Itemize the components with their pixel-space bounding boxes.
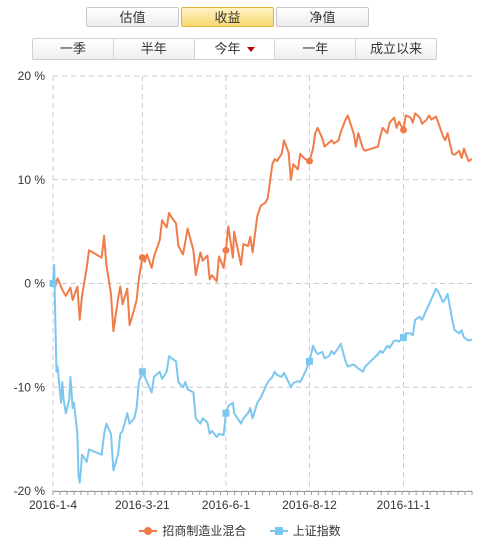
index-point-marker	[49, 280, 57, 287]
chart-legend: 招商制造业混合 上证指数	[0, 522, 480, 539]
y-tick-label: 0 %	[24, 277, 45, 291]
index-point-marker	[222, 409, 230, 417]
index-point-marker	[400, 333, 408, 341]
legend-label-fund: 招商制造业混合	[162, 524, 247, 538]
chart-series	[49, 112, 473, 484]
period-one-quarter[interactable]: 一季	[33, 39, 114, 59]
chart-grid	[52, 75, 473, 495]
tab-returns[interactable]: 收益	[181, 7, 274, 27]
fund-point-marker	[222, 246, 230, 254]
period-label: 一年	[302, 41, 329, 56]
legend-item-fund[interactable]: 招商制造业混合	[139, 522, 246, 539]
period-this-year[interactable]: 今年	[194, 39, 276, 59]
period-label: 今年	[214, 41, 241, 56]
x-tick-label: 2016-11-1	[377, 498, 431, 512]
period-label: 一季	[59, 41, 86, 56]
view-tabs: 估值 收益 净值	[86, 7, 371, 29]
tab-net-value[interactable]: 净值	[276, 7, 369, 27]
period-label: 成立以来	[370, 41, 423, 56]
fund-returns-line	[52, 112, 473, 333]
x-tick-label: 2016-3-21	[115, 498, 170, 512]
index-returns-line	[52, 263, 473, 484]
circle-marker-icon	[139, 526, 158, 536]
legend-item-index[interactable]: 上证指数	[269, 522, 341, 539]
period-selector: 一季 半年 今年 一年 成立以来	[32, 38, 437, 60]
fund-point-marker	[306, 157, 314, 165]
y-tick-label: -20 %	[14, 484, 46, 498]
period-since-inception[interactable]: 成立以来	[356, 39, 436, 59]
x-tick-label: 2016-1-4	[29, 498, 77, 512]
tab-valuation[interactable]: 估值	[86, 7, 179, 27]
period-label: 半年	[140, 41, 167, 56]
index-point-marker	[306, 357, 314, 365]
y-tick-label: 10 %	[18, 173, 46, 187]
legend-label-index: 上证指数	[292, 524, 341, 538]
x-axis-ticks: 2016-1-4 2016-3-21 2016-6-1 2016-8-12 2016-1…	[29, 498, 431, 512]
period-half-year[interactable]: 半年	[114, 39, 195, 59]
period-one-year[interactable]: 一年	[275, 39, 357, 59]
y-tick-label: 20 %	[18, 69, 46, 83]
fund-point-marker	[138, 254, 146, 262]
y-axis-ticks: 20 % 10 % 0 % -10 % -20 %	[14, 69, 46, 498]
index-point-marker	[138, 368, 146, 376]
y-tick-label: -10 %	[14, 380, 46, 394]
square-marker-icon	[269, 526, 288, 536]
x-tick-label: 2016-6-1	[202, 498, 250, 512]
fund-point-marker	[400, 126, 408, 134]
x-tick-label: 2016-8-12	[282, 498, 337, 512]
caret-down-icon	[246, 47, 255, 53]
